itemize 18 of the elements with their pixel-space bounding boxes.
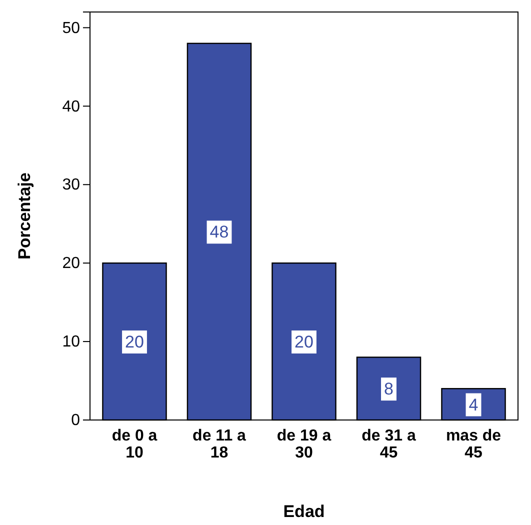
y-tick-label: 10 bbox=[62, 334, 80, 351]
x-tick-label: de 31 a 45 bbox=[362, 428, 416, 462]
data-label: 20 bbox=[125, 332, 144, 352]
y-tick-label: 0 bbox=[71, 412, 80, 430]
y-axis-title: Porcentaje bbox=[15, 172, 34, 260]
x-axis-title: Edad bbox=[283, 502, 325, 521]
x-tick-label: de 11 a 18 bbox=[192, 428, 246, 462]
x-tick-label: de 0 a 10 bbox=[112, 428, 158, 462]
x-tick-label: mas de 45 bbox=[446, 428, 502, 462]
data-label: 4 bbox=[468, 395, 478, 414]
y-tick-label: 50 bbox=[62, 20, 80, 37]
data-label: 48 bbox=[210, 222, 229, 242]
data-label: 20 bbox=[294, 332, 314, 352]
x-tick-label: de 19 a 30 bbox=[276, 428, 332, 462]
y-tick-label: 40 bbox=[62, 98, 80, 116]
data-label: 8 bbox=[384, 380, 394, 399]
y-tick-label: 30 bbox=[62, 176, 80, 194]
y-tick-label: 20 bbox=[62, 255, 80, 272]
